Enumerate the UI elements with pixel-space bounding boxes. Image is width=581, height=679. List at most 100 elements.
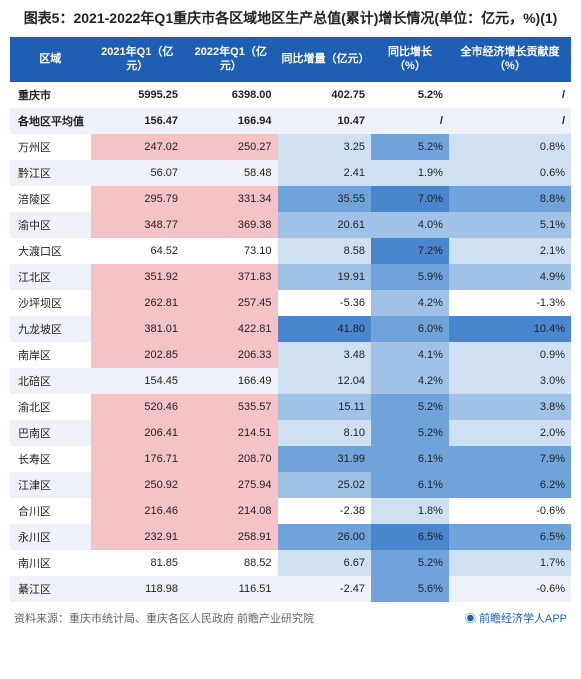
cell: 8.58 xyxy=(278,238,372,264)
table-row: 合川区216.46214.08-2.381.8%-0.6% xyxy=(10,498,571,524)
cell: 81.85 xyxy=(91,550,185,576)
cell: 7.2% xyxy=(371,238,449,264)
cell: 26.00 xyxy=(278,524,372,550)
cell: 江津区 xyxy=(10,472,91,498)
cell: 535.57 xyxy=(184,394,278,420)
cell: 0.8% xyxy=(449,134,571,160)
cell: 258.91 xyxy=(184,524,278,550)
table-row: 长寿区176.71208.7031.996.1%7.9% xyxy=(10,446,571,472)
cell: 5.2% xyxy=(371,550,449,576)
cell: 1.9% xyxy=(371,160,449,186)
cell: / xyxy=(449,82,571,108)
cell: 5.9% xyxy=(371,264,449,290)
cell: 4.1% xyxy=(371,342,449,368)
cell: 402.75 xyxy=(278,82,372,108)
cell: 58.48 xyxy=(184,160,278,186)
cell: 沙坪坝区 xyxy=(10,290,91,316)
cell: 206.33 xyxy=(184,342,278,368)
cell: 8.10 xyxy=(278,420,372,446)
cell: -2.38 xyxy=(278,498,372,524)
cell: 2.41 xyxy=(278,160,372,186)
chart-title: 图表5：2021-2022年Q1重庆市各区域地区生产总值(累计)增长情况(单位：… xyxy=(10,8,571,29)
cell: 4.2% xyxy=(371,290,449,316)
cell: 永川区 xyxy=(10,524,91,550)
cell: 2.1% xyxy=(449,238,571,264)
cell: 涪陵区 xyxy=(10,186,91,212)
col-header: 同比增量（亿元） xyxy=(278,37,372,82)
cell: -0.6% xyxy=(449,498,571,524)
cell: -1.3% xyxy=(449,290,571,316)
footer: 资料来源：重庆市统计局、重庆各区人民政府 前瞻产业研究院 前瞻经济学人APP xyxy=(10,602,571,630)
cell: 154.45 xyxy=(91,368,185,394)
cell: 41.80 xyxy=(278,316,372,342)
cell: 6.5% xyxy=(371,524,449,550)
cell: 176.71 xyxy=(91,446,185,472)
cell: 331.34 xyxy=(184,186,278,212)
table-row: 南川区81.8588.526.675.2%1.7% xyxy=(10,550,571,576)
cell: 295.79 xyxy=(91,186,185,212)
cell: 各地区平均值 xyxy=(10,108,91,134)
cell: 7.9% xyxy=(449,446,571,472)
cell: 万州区 xyxy=(10,134,91,160)
cell: 214.51 xyxy=(184,420,278,446)
table-row: 大渡口区64.5273.108.587.2%2.1% xyxy=(10,238,571,264)
cell: 4.0% xyxy=(371,212,449,238)
cell: 8.8% xyxy=(449,186,571,212)
cell: 247.02 xyxy=(91,134,185,160)
cell: 0.6% xyxy=(449,160,571,186)
cell: 56.07 xyxy=(91,160,185,186)
cell: 5.1% xyxy=(449,212,571,238)
cell: 422.81 xyxy=(184,316,278,342)
cell: 合川区 xyxy=(10,498,91,524)
cell: 黔江区 xyxy=(10,160,91,186)
table-row: 各地区平均值156.47166.9410.47// xyxy=(10,108,571,134)
cell: 10.4% xyxy=(449,316,571,342)
cell: 64.52 xyxy=(91,238,185,264)
cell: 351.92 xyxy=(91,264,185,290)
cell: 257.45 xyxy=(184,290,278,316)
cell: 重庆市 xyxy=(10,82,91,108)
cell: 九龙坡区 xyxy=(10,316,91,342)
cell: 6.1% xyxy=(371,446,449,472)
cell: 5.6% xyxy=(371,576,449,602)
cell: 208.70 xyxy=(184,446,278,472)
table-row: 渝北区520.46535.5715.115.2%3.8% xyxy=(10,394,571,420)
cell: 6398.00 xyxy=(184,82,278,108)
cell: 232.91 xyxy=(91,524,185,550)
cell: 綦江区 xyxy=(10,576,91,602)
col-header: 同比增长（%） xyxy=(371,37,449,82)
cell: -0.6% xyxy=(449,576,571,602)
cell: 202.85 xyxy=(91,342,185,368)
cell: 5.2% xyxy=(371,134,449,160)
table-row: 南岸区202.85206.333.484.1%0.9% xyxy=(10,342,571,368)
cell: 长寿区 xyxy=(10,446,91,472)
col-header: 全市经济增长贡献度（%） xyxy=(449,37,571,82)
cell: 5.2% xyxy=(371,420,449,446)
cell: 3.25 xyxy=(278,134,372,160)
cell: 250.92 xyxy=(91,472,185,498)
cell: 20.61 xyxy=(278,212,372,238)
cell: 北碚区 xyxy=(10,368,91,394)
cell: 3.0% xyxy=(449,368,571,394)
table-row: 江北区351.92371.8319.915.9%4.9% xyxy=(10,264,571,290)
cell: 12.04 xyxy=(278,368,372,394)
table-row: 万州区247.02250.273.255.2%0.8% xyxy=(10,134,571,160)
cell: 118.98 xyxy=(91,576,185,602)
cell: 214.08 xyxy=(184,498,278,524)
table-row: 江津区250.92275.9425.026.1%6.2% xyxy=(10,472,571,498)
cell: 1.7% xyxy=(449,550,571,576)
cell: 6.2% xyxy=(449,472,571,498)
table-row: 黔江区56.0758.482.411.9%0.6% xyxy=(10,160,571,186)
cell: / xyxy=(371,108,449,134)
table-row: 綦江区118.98116.51-2.475.6%-0.6% xyxy=(10,576,571,602)
cell: 88.52 xyxy=(184,550,278,576)
table-row: 永川区232.91258.9126.006.5%6.5% xyxy=(10,524,571,550)
table-row: 重庆市5995.256398.00402.755.2%/ xyxy=(10,82,571,108)
cell: 3.48 xyxy=(278,342,372,368)
cell: 116.51 xyxy=(184,576,278,602)
chart-wrap: 图表5：2021-2022年Q1重庆市各区域地区生产总值(累计)增长情况(单位：… xyxy=(0,0,581,638)
cell: 73.10 xyxy=(184,238,278,264)
cell: / xyxy=(449,108,571,134)
cell: 166.94 xyxy=(184,108,278,134)
cell: 7.0% xyxy=(371,186,449,212)
